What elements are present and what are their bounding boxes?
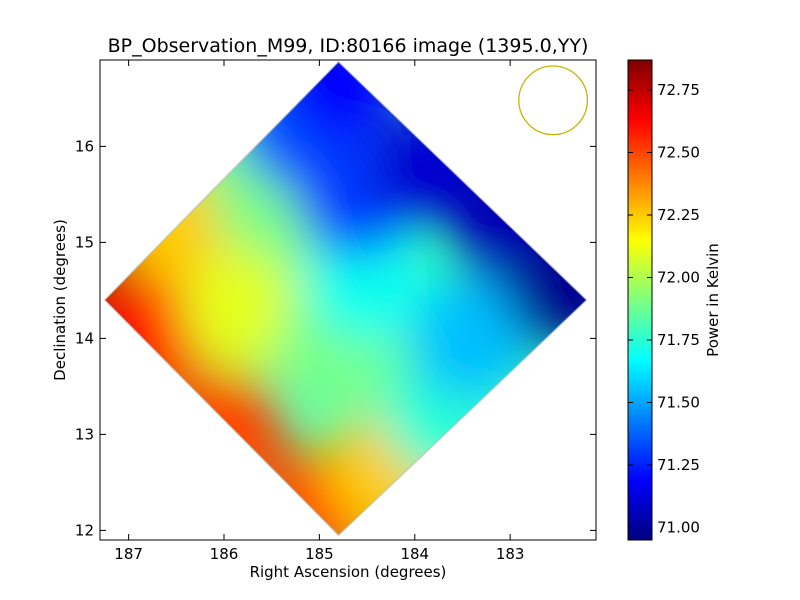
y-tick-label: 12 xyxy=(75,521,94,539)
x-tick-label: 184 xyxy=(400,545,429,563)
beam-circle xyxy=(518,65,589,136)
y-tick-label: 14 xyxy=(75,329,94,347)
y-tick-label: 16 xyxy=(75,137,94,155)
colorbar-tick-label: 72.00 xyxy=(657,269,700,287)
chart-title: BP_Observation_M99, ID:80166 image (1395… xyxy=(108,35,589,57)
colorbar-fill xyxy=(628,60,652,540)
x-tick-label: 183 xyxy=(496,545,525,563)
heatmap-sample xyxy=(410,276,534,401)
colorbar-tick-label: 72.25 xyxy=(657,206,700,224)
x-tick-label: 187 xyxy=(114,545,143,563)
colorbar-label: Power in Kelvin xyxy=(704,243,722,357)
colorbar-tick-label: 72.75 xyxy=(657,81,700,99)
y-axis-label: Declination (degrees) xyxy=(51,219,69,381)
colorbar: 71.00 71.25 71.50 71.75 72.00 72.25 72.50 72.75 xyxy=(627,59,700,541)
colorbar-tick-label: 71.50 xyxy=(657,394,700,412)
colorbar-ticks: 71.00 71.25 71.50 71.75 72.00 72.25 72.50 72.75 xyxy=(628,81,700,537)
colorbar-tick-label: 72.50 xyxy=(657,144,700,162)
colorbar-tick-label: 71.00 xyxy=(657,519,700,537)
colorbar-tick-label: 71.25 xyxy=(657,456,700,474)
colorbar-tick-label: 71.75 xyxy=(657,331,700,349)
map-footprint-edge xyxy=(103,60,588,537)
x-tick-label: 185 xyxy=(305,545,334,563)
heatmap-sample xyxy=(276,61,401,142)
y-axis-ticks: 12 13 14 15 16 xyxy=(75,137,596,539)
y-tick-label: 13 xyxy=(75,425,94,443)
x-tick-label: 186 xyxy=(210,545,239,563)
y-tick-label: 15 xyxy=(75,233,94,251)
x-axis-ticks: 187 186 185 184 183 xyxy=(114,60,524,563)
heatmap-sample xyxy=(505,228,587,353)
colorbar-frame xyxy=(627,59,653,541)
heatmap-sample xyxy=(181,247,306,372)
plot-area: 187 186 185 184 183 12 13 14 15 16 xyxy=(75,59,597,563)
x-axis-label: Right Ascension (degrees) xyxy=(250,563,447,581)
plot-frame xyxy=(99,59,597,541)
